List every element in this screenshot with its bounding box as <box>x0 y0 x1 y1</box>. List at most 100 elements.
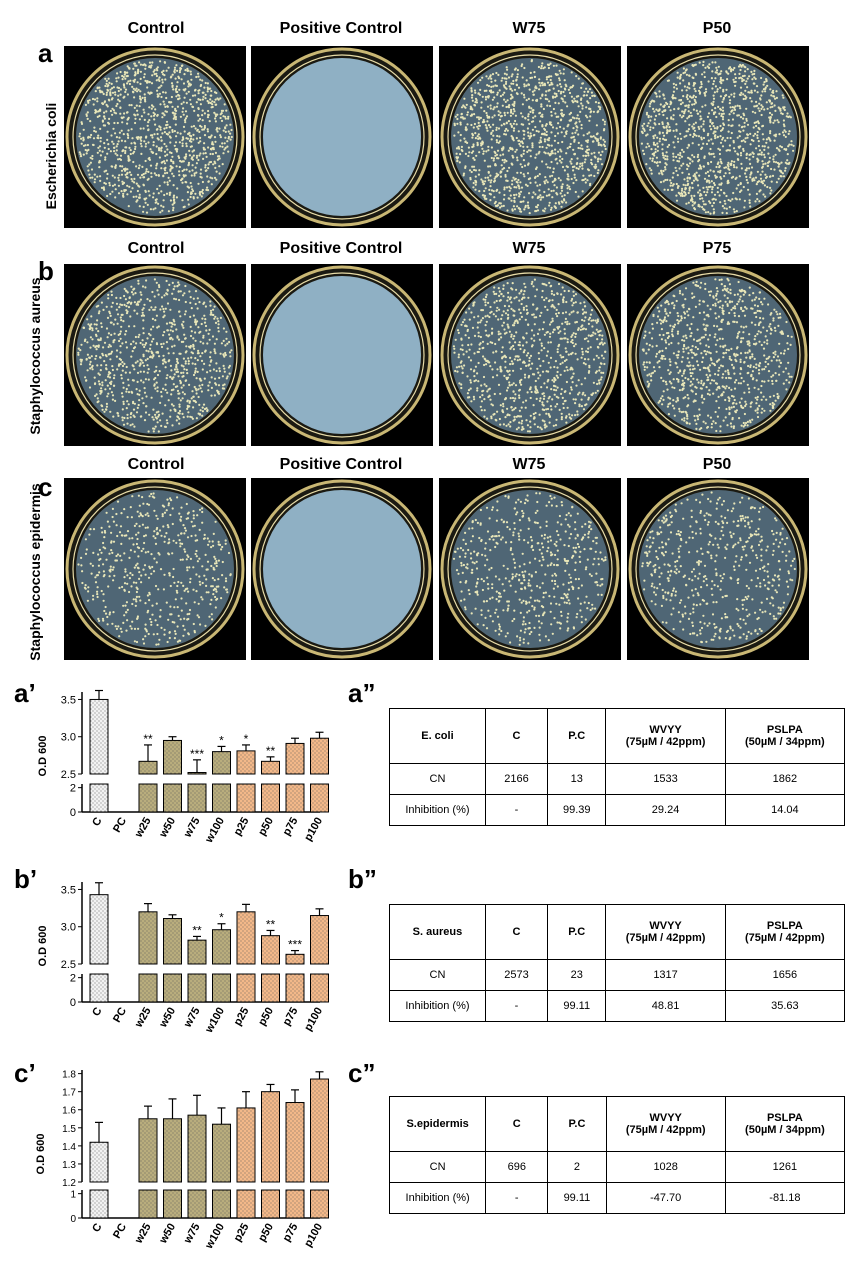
bar <box>89 1141 109 1183</box>
col-label-w75-b: W75 <box>512 240 546 257</box>
results-table-s-epidermis: S.epidermis C P.C WVYY (75µM / 42ppm) PSL… <box>388 1096 846 1214</box>
bar-lower <box>138 1189 158 1219</box>
x-tick-label: PC <box>111 1221 129 1240</box>
x-tick-label: w100 <box>203 1222 227 1252</box>
table-cell: 1533 <box>605 763 726 795</box>
table-cell: 48.81 <box>605 990 726 1022</box>
bar <box>310 915 329 965</box>
panel-letter-a: a <box>38 38 53 68</box>
bar <box>236 1107 256 1183</box>
plate-image <box>251 478 433 660</box>
bar <box>285 1102 305 1183</box>
table-header-organism: S.epidermis <box>388 1096 487 1152</box>
table-row: Inhibition (%) - 99.11 48.81 35.63 <box>389 990 846 1022</box>
x-tick-label: w75 <box>181 816 202 841</box>
table-cell: 35.63 <box>724 990 846 1022</box>
y-tick-label: 2 <box>70 783 76 795</box>
row-label-staphylococcus-epidermis: Staphylococcus epidermis <box>27 483 43 661</box>
table-cell: Inhibition (%) <box>389 794 486 826</box>
bar-chart-b-prime: 2.5 3.0 3.5 0 2 O.D 600 C PC w25 w50 ** w75 * w100 p25… <box>37 882 329 1036</box>
y-axis-label: O.D 600 <box>37 736 49 777</box>
bar <box>236 750 256 775</box>
y-axis-label: O.D 600 <box>35 1134 47 1175</box>
y-axis-label: O.D 600 <box>37 926 49 967</box>
bar <box>138 911 158 965</box>
table-header-pslpa-title: PSLPA <box>766 1112 803 1124</box>
bar-lower <box>285 1189 305 1219</box>
plate-image <box>627 264 809 446</box>
bar <box>212 751 231 775</box>
y-tick-label: 2.5 <box>61 959 76 971</box>
table-header-pslpa: PSLPA (50µM / 34ppm) <box>724 708 846 764</box>
row-label-staphylococcus-aureus: Staphylococcus aureus <box>27 277 43 435</box>
col-label-w75-a: W75 <box>512 20 546 37</box>
significance-label: ** <box>192 923 202 937</box>
table-header-pslpa-title: PSLPA <box>766 724 803 736</box>
y-tick-label: 3.0 <box>61 922 76 934</box>
bar <box>138 760 158 775</box>
table-cell: -81.18 <box>724 1182 846 1214</box>
bar-lower <box>236 783 256 813</box>
table-header-pslpa-title: PSLPA <box>766 920 803 932</box>
table-cell: CN <box>388 1151 487 1183</box>
plate-image <box>251 264 433 446</box>
bar <box>310 737 329 775</box>
y-tick-label: 2 <box>70 973 76 985</box>
y-tick-label: 1.7 <box>62 1088 76 1099</box>
plate-image <box>64 478 246 660</box>
results-table-e-coli: E. coli C P.C WVYY (75µM / 42ppm) PSLPA (5… <box>389 708 846 826</box>
bar-lower <box>89 1189 109 1219</box>
bar-lower <box>236 1189 256 1219</box>
table-cell: 1862 <box>724 763 846 795</box>
table-header-pc: P.C <box>547 708 607 764</box>
x-tick-label: p75 <box>281 816 301 838</box>
bar-lower <box>89 783 109 813</box>
bar <box>187 939 207 965</box>
plate-image <box>64 46 246 228</box>
table-cell: -47.70 <box>605 1182 726 1214</box>
y-tick-label: 1.8 <box>62 1070 76 1081</box>
panel-letter-c: c <box>38 472 53 502</box>
x-tick-label: p50 <box>256 1006 276 1028</box>
x-tick-label: PC <box>111 1005 129 1024</box>
plate-image <box>627 46 809 228</box>
significance-label: * <box>244 732 249 746</box>
table-cell: 29.24 <box>605 794 726 826</box>
col-label-positive-control-c: Positive Control <box>279 456 403 473</box>
x-tick-label: p25 <box>232 1222 252 1244</box>
table-cell: 696 <box>485 1151 549 1183</box>
table-cell: CN <box>389 763 486 795</box>
bar-lower <box>138 783 158 813</box>
x-tick-label: p50 <box>256 1222 276 1244</box>
col-label-p50-c: P50 <box>702 456 732 473</box>
bar-lower <box>261 783 280 813</box>
x-tick-label: w75 <box>181 1006 202 1031</box>
bar-lower <box>285 973 305 1003</box>
x-tick-label: w100 <box>203 1006 227 1036</box>
panel-letter-a-double-prime: a” <box>348 678 376 708</box>
panel-letter-b-prime: b’ <box>14 864 38 894</box>
x-tick-label: p100 <box>302 816 325 844</box>
col-label-p50-a: P50 <box>702 20 732 37</box>
col-label-control-a: Control <box>127 20 185 37</box>
table-header-control: C <box>485 1096 549 1152</box>
x-tick-label: w75 <box>181 1222 202 1247</box>
col-label-w75-c: W75 <box>512 456 546 473</box>
bar-lower <box>212 973 231 1003</box>
col-label-control-b: Control <box>127 240 185 257</box>
table-header-wvyy: WVYY (75µM / 42ppm) <box>605 1096 726 1152</box>
bar-lower <box>89 973 109 1003</box>
panel-letter-b-double-prime: b” <box>348 864 377 894</box>
table-cell: 2 <box>547 1151 607 1183</box>
x-tick-label: p50 <box>256 816 276 838</box>
table-cell: Inhibition (%) <box>388 1182 487 1214</box>
x-tick-label: C <box>90 1005 104 1018</box>
table-cell: 99.11 <box>547 990 607 1022</box>
y-tick-label: 0 <box>70 1214 76 1225</box>
y-tick-label: 3.5 <box>61 694 76 706</box>
x-tick-label: w25 <box>132 1222 153 1247</box>
bar-lower <box>310 1189 329 1219</box>
bar <box>89 894 109 965</box>
significance-label: ** <box>143 732 153 746</box>
